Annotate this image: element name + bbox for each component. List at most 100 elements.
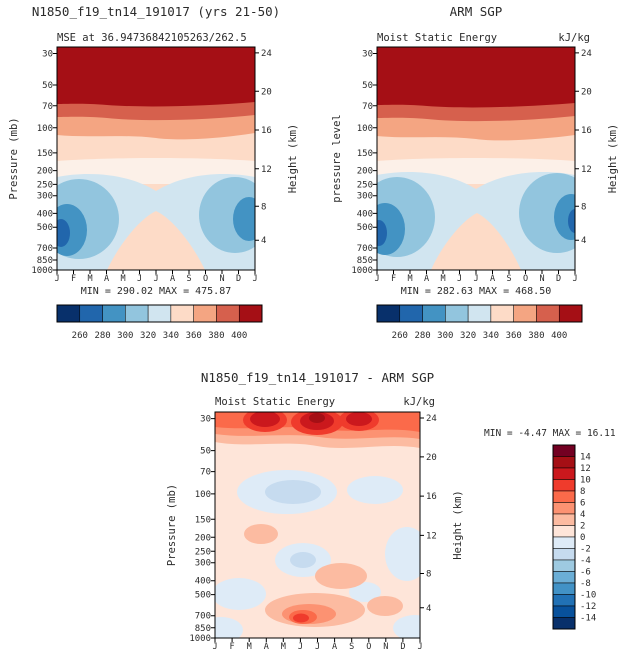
- colorbar-segment: [552, 571, 576, 584]
- contour-top-max: [309, 413, 325, 423]
- colorbar-border: [376, 304, 583, 323]
- plot-model-bottom-tickmarks: [56, 270, 256, 274]
- month-tick-label: F: [230, 642, 235, 652]
- colorbar-label: 380: [528, 331, 544, 341]
- plot-obs-height-axis-label: Height (km): [607, 124, 619, 194]
- height-tick-label: 20: [426, 453, 437, 463]
- plot-obs-left-tickmarks: [373, 53, 377, 271]
- pressure-tick-label: 30: [362, 50, 373, 60]
- pressure-tick-label: 50: [200, 447, 211, 457]
- pressure-tick-label: 300: [195, 559, 211, 569]
- plot-obs-bottom-tickmarks: [376, 270, 576, 274]
- month-tick-label: J: [212, 642, 217, 652]
- pressure-tick-label: 300: [357, 192, 373, 202]
- pressure-tick-label: 150: [357, 149, 373, 159]
- plot-diff-minmax: MIN = -4.47 MAX = 16.11: [484, 428, 616, 439]
- colorbar-label: 10: [580, 476, 591, 486]
- month-tick-label: A: [170, 274, 175, 284]
- colorbar-label: 280: [414, 331, 430, 341]
- colorbar-segment: [552, 617, 576, 630]
- colorbar-label: 320: [140, 331, 156, 341]
- contour-negative-patch: [215, 617, 243, 638]
- colorbar-label: 260: [392, 331, 408, 341]
- month-tick-label: J: [473, 274, 478, 284]
- plot-obs-units: kJ/kg: [558, 32, 590, 44]
- plot-diff-right-tickmarks: [420, 417, 424, 609]
- colorbar-segment: [552, 559, 576, 572]
- pressure-tick-label: 700: [357, 244, 373, 254]
- colorbar-label: 340: [483, 331, 499, 341]
- month-tick-label: M: [281, 642, 286, 652]
- height-tick-label: 12: [581, 165, 592, 175]
- contour-min-core-left: [57, 219, 70, 247]
- pressure-tick-label: 400: [357, 209, 373, 219]
- month-tick-label: J: [54, 274, 59, 284]
- month-tick-label: F: [71, 274, 76, 284]
- colorbar-label: 280: [94, 331, 110, 341]
- month-tick-label: A: [104, 274, 109, 284]
- height-tick-label: 4: [581, 236, 586, 246]
- month-tick-label: N: [383, 642, 388, 652]
- pressure-tick-label: 30: [200, 415, 211, 425]
- month-tick-label: J: [417, 642, 422, 652]
- month-tick-label: A: [424, 274, 429, 284]
- contour-negative-core: [290, 552, 316, 568]
- height-tick-label: 16: [426, 492, 437, 502]
- pressure-tick-label: 100: [37, 124, 53, 134]
- pressure-tick-label: 100: [357, 124, 373, 134]
- month-tick-label: F: [391, 274, 396, 284]
- colorbar-segment: [552, 525, 576, 538]
- month-tick-label: J: [457, 274, 462, 284]
- pressure-tick-label: 1000: [31, 266, 53, 276]
- plot-model-colorbar: 260 280 300 320 340 360 380 400: [56, 304, 263, 341]
- pressure-tick-label: 400: [195, 577, 211, 587]
- colorbar-segment: [536, 304, 560, 323]
- contour-negative-patch: [385, 527, 420, 581]
- height-tick-label: 4: [426, 604, 431, 614]
- colorbar-segment: [552, 467, 576, 480]
- pressure-tick-label: 250: [195, 547, 211, 557]
- pressure-tick-label: 850: [195, 624, 211, 634]
- colorbar-segment: [552, 594, 576, 607]
- colorbar-segment: [422, 304, 446, 323]
- plot-obs-title: ARM SGP: [450, 4, 503, 19]
- colorbar-label: 12: [580, 464, 591, 474]
- plot-obs-minmax: MIN = 282.63 MAX = 468.50: [401, 286, 552, 297]
- plot-diff-left-tickmarks: [211, 418, 215, 639]
- contour-positive-patch: [367, 596, 403, 616]
- pressure-tick-label: 200: [357, 167, 373, 177]
- plot-obs-colorbar-labels: 260 280 300 320 340 360 380 400: [392, 331, 568, 341]
- colorbar-label: 300: [117, 331, 133, 341]
- pressure-tick-label: 250: [357, 180, 373, 190]
- colorbar-label: 400: [231, 331, 247, 341]
- month-tick-label: N: [539, 274, 544, 284]
- pressure-tick-label: 700: [37, 244, 53, 254]
- colorbar-label: -2: [580, 545, 591, 555]
- month-tick-label: O: [203, 274, 208, 284]
- colorbar-segment: [102, 304, 126, 323]
- contour-summer-tongue: [107, 211, 205, 270]
- colorbar-segment: [552, 456, 576, 469]
- plot-model-title: N1850_f19_tn14_191017 (yrs 21-50): [32, 4, 280, 19]
- colorbar-label: 4: [580, 510, 585, 520]
- pressure-tick-label: 850: [357, 256, 373, 266]
- colorbar-label: -4: [580, 556, 591, 566]
- pressure-tick-label: 1000: [351, 266, 373, 276]
- pressure-tick-label: 100: [195, 490, 211, 500]
- plot-diff-bottom-tickmarks: [214, 638, 421, 642]
- height-tick-label: 8: [426, 570, 431, 580]
- colorbar-segment: [445, 304, 469, 323]
- colorbar-label: 260: [72, 331, 88, 341]
- contour-summer-tongue: [431, 213, 521, 270]
- colorbar-segment: [376, 304, 401, 323]
- colorbar-label: 360: [506, 331, 522, 341]
- colorbar-segment: [467, 304, 492, 323]
- plot-diff-height-ticklabels: 24 20 16 12 8 4: [426, 414, 437, 614]
- colorbar-segment: [238, 304, 263, 323]
- plot-model-field: [57, 47, 255, 270]
- month-tick-label: D: [400, 642, 405, 652]
- month-tick-label: S: [186, 274, 191, 284]
- month-tick-label: M: [87, 274, 92, 284]
- pressure-tick-label: 150: [195, 515, 211, 525]
